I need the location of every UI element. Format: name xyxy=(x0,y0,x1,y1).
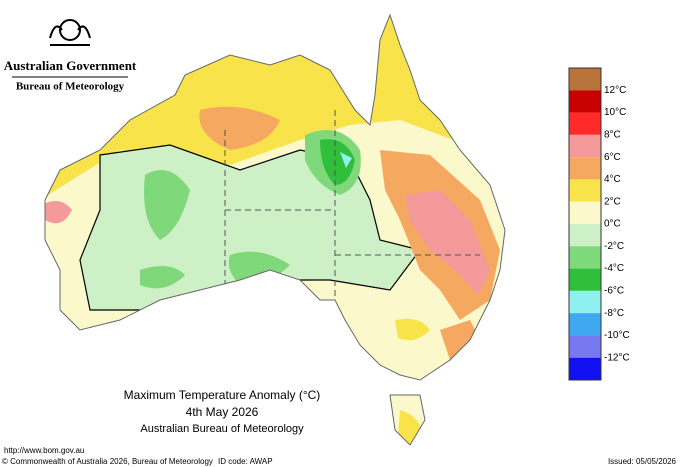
legend-swatch xyxy=(569,134,601,158)
legend-label: 10°C xyxy=(604,107,626,118)
legend-label: 0°C xyxy=(604,219,621,230)
map-title: Maximum Temperature Anomaly (°C) xyxy=(124,388,321,402)
legend-swatch xyxy=(569,335,601,358)
legend-label: -2°C xyxy=(604,241,624,252)
legend-swatch xyxy=(569,313,601,336)
legend-swatch xyxy=(569,68,601,91)
legend-label: -6°C xyxy=(604,285,624,296)
legend-swatch xyxy=(569,290,601,314)
legend-swatch xyxy=(569,112,601,135)
legend-label: 8°C xyxy=(604,129,621,140)
legend-swatch xyxy=(569,357,601,380)
legend-label: 12°C xyxy=(604,85,626,96)
coastline xyxy=(44,13,506,446)
legend-frame xyxy=(568,67,602,381)
agency-name: Bureau of Meteorology xyxy=(16,81,125,93)
legend-label: -4°C xyxy=(604,263,624,274)
legend-swatch xyxy=(569,246,601,269)
legend-label: -12°C xyxy=(604,352,630,363)
footer-url: http://www.bom.gov.au xyxy=(4,446,84,455)
legend-label: 2°C xyxy=(604,196,621,207)
map-source: Australian Bureau of Meteorology xyxy=(140,423,304,435)
emblem xyxy=(49,19,91,46)
legend-swatch xyxy=(569,268,601,291)
footer-id: ID code: AWAP xyxy=(218,457,273,466)
legend-label: 4°C xyxy=(604,174,621,185)
footer-copyright: © Commonwealth of Australia 2026, Bureau… xyxy=(2,457,213,466)
footer-issued: Issued: 05/05/2026 xyxy=(608,457,677,466)
legend-swatch xyxy=(569,224,601,247)
legend-swatch xyxy=(569,201,601,224)
legend-label: -10°C xyxy=(604,330,630,341)
legend-swatch xyxy=(569,157,601,180)
legend-label: -8°C xyxy=(604,308,624,319)
legend: 12°C 10°C 8°C 6°C 4°C 2°C 0°C -2°C -4°C -6°C -8°C -… xyxy=(568,67,630,381)
legend-swatch xyxy=(569,90,601,113)
map-date: 4th May 2026 xyxy=(186,405,259,419)
legend-swatch xyxy=(569,179,601,202)
legend-label: 6°C xyxy=(604,152,621,163)
government-name: Australian Government xyxy=(4,58,137,73)
